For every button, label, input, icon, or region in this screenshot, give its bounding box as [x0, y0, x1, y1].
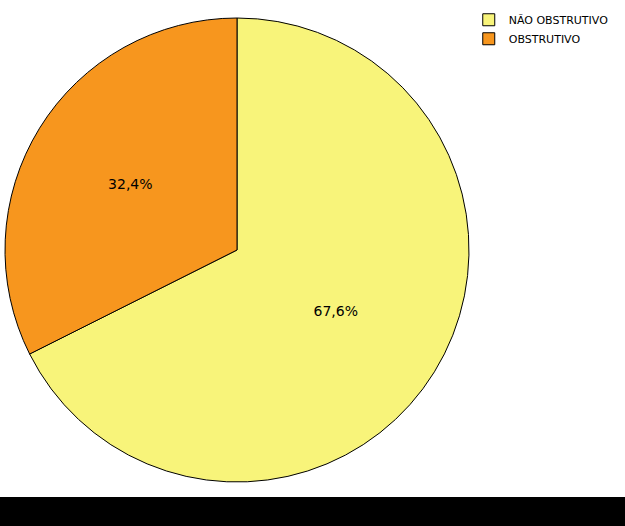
svg-text:32,4%: 32,4% — [108, 176, 152, 192]
svg-text:NÃO OBSTRUTIVO: NÃO OBSTRUTIVO — [509, 14, 608, 27]
svg-text:67,6%: 67,6% — [313, 303, 357, 319]
svg-text:OBSTRUTIVO: OBSTRUTIVO — [509, 33, 581, 46]
